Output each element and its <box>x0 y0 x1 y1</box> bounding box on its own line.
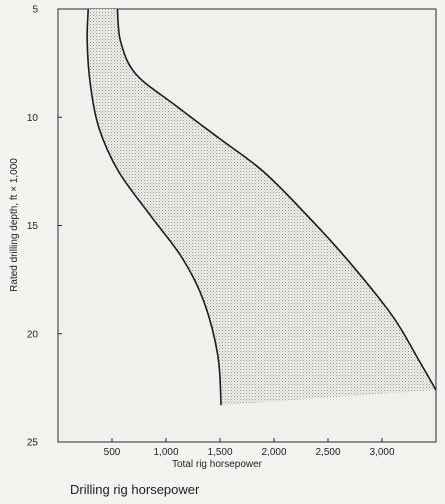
x-tick-label: 3,000 <box>369 447 394 458</box>
x-tick-label: 500 <box>104 447 121 458</box>
x-tick-label: 2,000 <box>261 447 286 458</box>
tick-layer: 500 1,000 1,500 2,000 2,500 3,000 5 10 15 20 25 <box>27 5 395 459</box>
x-axis-title: Total rig horsepower <box>172 459 263 470</box>
x-tick-label: 2,500 <box>315 447 340 458</box>
y-tick-label: 15 <box>27 221 39 232</box>
band-layer <box>86 8 437 406</box>
y-axis-title: Rated drilling depth, ft × 1,000 <box>9 158 20 292</box>
shaded-range-area <box>87 9 437 406</box>
upper-bound-curve <box>116 8 437 391</box>
x-tick-label: 1,000 <box>153 447 178 458</box>
lower-bound-curve <box>86 8 222 406</box>
figure-caption: Drilling rig horsepower <box>70 482 200 497</box>
y-tick-label: 5 <box>32 5 38 16</box>
y-tick-label: 10 <box>27 113 39 124</box>
y-tick-label: 25 <box>27 438 39 449</box>
y-tick-label: 20 <box>27 329 39 340</box>
x-tick-label: 1,500 <box>207 447 232 458</box>
